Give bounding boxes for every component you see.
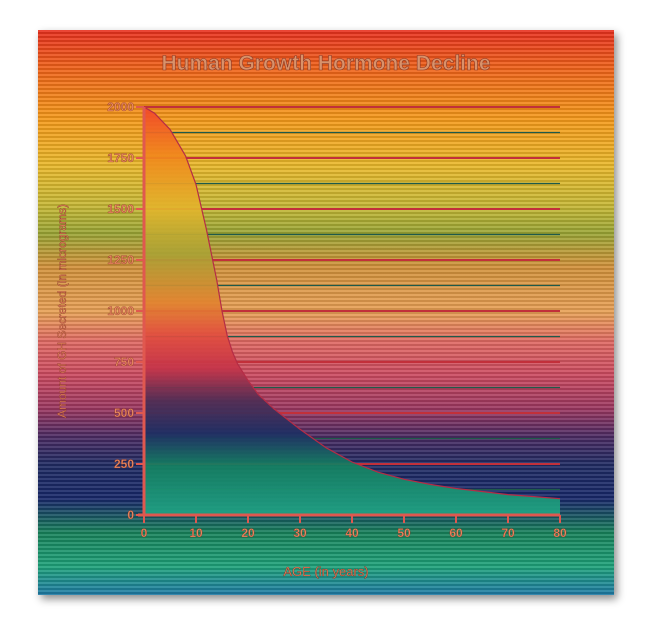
y-tick-label: 1500 <box>107 202 134 216</box>
x-tick-label: 50 <box>397 526 411 540</box>
x-tick-label: 10 <box>189 526 203 540</box>
area-layer <box>143 106 561 515</box>
x-tick-label: 0 <box>141 526 148 540</box>
x-tick-label: 20 <box>241 526 255 540</box>
y-tick-label: 250 <box>114 457 134 471</box>
y-tick-label: 750 <box>114 355 134 369</box>
x-axis-label: AGE (in years) <box>283 564 368 579</box>
series-area <box>144 107 560 515</box>
y-tick-label: 1250 <box>107 253 134 267</box>
x-tick-label: 30 <box>293 526 307 540</box>
y-axis-label: Amount of GH Secreted (in micrograms) <box>55 204 69 418</box>
chart-frame: Human Growth Hormone Decline 0 250 500 750 1… <box>38 30 614 595</box>
chart-canvas: Human Growth Hormone Decline 02505007501… <box>38 30 614 595</box>
chart-title: Human Growth Hormone Decline <box>161 52 490 75</box>
y-tick-label: 2000 <box>107 100 134 114</box>
x-tick-label: 80 <box>553 526 567 540</box>
x-tick-label: 70 <box>501 526 515 540</box>
y-tick-label: 500 <box>114 406 134 420</box>
x-tick-label: 40 <box>345 526 359 540</box>
series-line <box>143 106 561 500</box>
y-tick-label: 0 <box>127 508 134 522</box>
y-tick-label: 1000 <box>107 304 134 318</box>
x-tick-label: 60 <box>449 526 463 540</box>
y-tick-label: 1750 <box>107 151 134 165</box>
